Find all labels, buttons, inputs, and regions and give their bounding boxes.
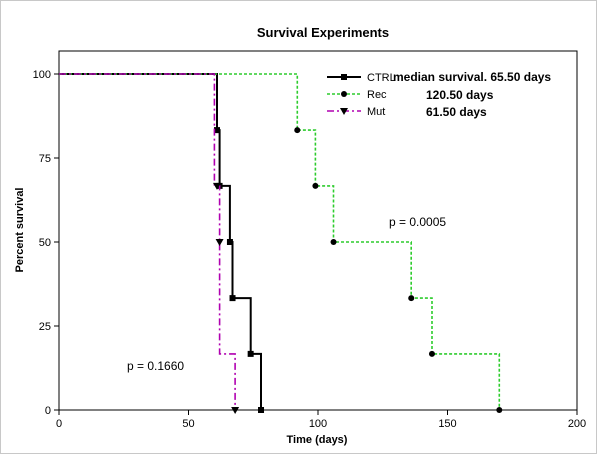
y-axis-label: Percent survival — [14, 188, 26, 273]
series-ctrl-point — [229, 295, 236, 302]
median-survival-mut: 61.50 days — [426, 105, 487, 119]
median-survival-header: median survival. 65.50 days — [393, 70, 551, 84]
legend-rec-marker — [341, 91, 347, 97]
series-rec-point — [496, 407, 503, 413]
series-rec-line — [59, 73, 501, 410]
series-mut-point — [212, 182, 221, 190]
legend: CTRL Rec Mut — [327, 72, 396, 118]
series-rec-point — [294, 127, 301, 134]
chart-title: Survival Experiments — [257, 25, 389, 40]
series-rec-point — [330, 239, 337, 245]
series-ctrl-point — [226, 239, 233, 245]
series-group — [59, 73, 503, 414]
y-tick-label: 100 — [33, 69, 51, 81]
series-ctrl-point — [258, 407, 265, 413]
x-tick-label: 50 — [182, 418, 194, 430]
series-rec-point — [312, 182, 319, 189]
x-tick-label: 150 — [438, 418, 456, 430]
series-rec — [59, 73, 503, 413]
y-tick-label: 75 — [39, 153, 51, 165]
series-mut-point — [231, 407, 240, 414]
series-ctrl-point — [213, 127, 220, 134]
x-tick-label: 100 — [309, 418, 327, 430]
legend-mut-marker — [340, 108, 348, 115]
series-mut — [59, 73, 240, 414]
legend-ctrl-marker — [341, 74, 347, 80]
y-tick-label: 25 — [39, 321, 51, 333]
series-rec-point — [428, 350, 435, 357]
legend-ctrl-label: CTRL — [367, 72, 396, 84]
x-tick-label: 200 — [568, 418, 586, 430]
y-tick-label: 50 — [39, 237, 51, 249]
axis-ticks: 0 50 100 150 200 0 25 50 75 100 — [33, 69, 587, 430]
legend-mut-label: Mut — [367, 106, 385, 118]
y-tick-label: 0 — [45, 405, 51, 417]
p-value-mut: p = 0.1660 — [127, 359, 184, 373]
median-survival-rec: 120.50 days — [426, 88, 494, 102]
legend-rec-label: Rec — [367, 89, 387, 101]
series-mut-line — [59, 73, 236, 410]
x-axis-label: Time (days) — [287, 434, 348, 446]
series-ctrl-point — [247, 350, 254, 357]
series-rec-point — [408, 295, 415, 302]
x-tick-label: 0 — [56, 418, 62, 430]
series-mut-point — [215, 239, 224, 246]
p-value-rec: p = 0.0005 — [389, 215, 446, 229]
